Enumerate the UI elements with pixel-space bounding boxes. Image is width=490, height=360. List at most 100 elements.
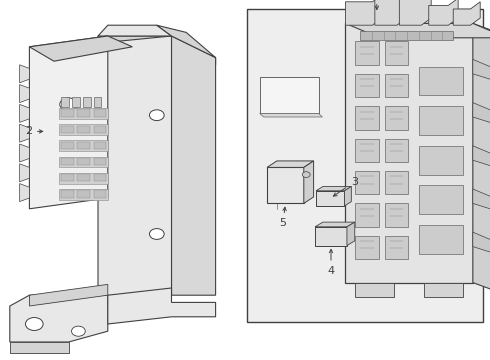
Text: 4: 4 <box>327 249 335 276</box>
Polygon shape <box>419 185 463 214</box>
Polygon shape <box>424 283 463 297</box>
Bar <box>94 109 106 117</box>
Bar <box>94 190 106 198</box>
Bar <box>59 173 108 184</box>
Polygon shape <box>20 65 29 83</box>
Bar <box>59 124 108 135</box>
Circle shape <box>25 318 43 330</box>
Polygon shape <box>315 227 347 246</box>
Polygon shape <box>267 167 304 203</box>
Polygon shape <box>267 161 314 167</box>
Polygon shape <box>347 222 355 246</box>
Polygon shape <box>20 104 29 122</box>
Polygon shape <box>344 186 351 206</box>
Polygon shape <box>20 184 29 202</box>
Bar <box>61 174 74 181</box>
Polygon shape <box>385 171 408 194</box>
Bar <box>59 140 108 151</box>
Polygon shape <box>260 77 318 113</box>
Polygon shape <box>172 36 216 295</box>
Polygon shape <box>98 25 172 36</box>
Bar <box>61 97 69 107</box>
Polygon shape <box>29 36 108 209</box>
Bar <box>94 158 106 165</box>
Polygon shape <box>385 74 408 97</box>
Text: 2: 2 <box>25 126 43 136</box>
Bar <box>77 142 90 149</box>
Bar <box>61 142 74 149</box>
Polygon shape <box>473 232 490 257</box>
Polygon shape <box>419 146 463 175</box>
Polygon shape <box>345 0 382 25</box>
Polygon shape <box>385 41 408 65</box>
Polygon shape <box>316 186 351 191</box>
Circle shape <box>149 110 164 121</box>
Bar <box>59 189 108 200</box>
Polygon shape <box>98 36 216 65</box>
Polygon shape <box>419 225 463 254</box>
Polygon shape <box>355 283 394 297</box>
Polygon shape <box>355 171 379 194</box>
Circle shape <box>302 172 310 177</box>
Polygon shape <box>157 25 216 58</box>
Polygon shape <box>385 106 408 130</box>
Polygon shape <box>10 342 69 353</box>
Polygon shape <box>98 36 172 302</box>
Bar <box>77 109 90 117</box>
Polygon shape <box>385 236 408 259</box>
Polygon shape <box>20 85 29 103</box>
Bar <box>61 126 74 133</box>
Polygon shape <box>473 189 490 214</box>
Circle shape <box>72 326 85 336</box>
Bar <box>360 31 453 40</box>
Polygon shape <box>473 59 490 85</box>
Polygon shape <box>473 103 490 128</box>
Polygon shape <box>355 236 379 259</box>
Polygon shape <box>315 222 355 227</box>
Polygon shape <box>29 284 108 306</box>
Bar <box>59 157 108 167</box>
Text: 5: 5 <box>279 207 287 228</box>
Bar <box>94 174 106 181</box>
Bar <box>77 174 90 181</box>
Polygon shape <box>20 164 29 182</box>
Polygon shape <box>10 295 108 342</box>
Polygon shape <box>355 139 379 162</box>
Bar <box>59 108 108 119</box>
Text: 3: 3 <box>333 177 358 196</box>
Circle shape <box>60 98 77 111</box>
Text: 1: 1 <box>373 0 380 9</box>
Polygon shape <box>304 161 314 203</box>
Bar <box>77 190 90 198</box>
Polygon shape <box>345 23 473 283</box>
Polygon shape <box>260 113 322 117</box>
Polygon shape <box>419 67 463 95</box>
Polygon shape <box>29 36 132 61</box>
Polygon shape <box>419 106 463 135</box>
Polygon shape <box>355 74 379 97</box>
Polygon shape <box>453 2 480 25</box>
Polygon shape <box>355 41 379 65</box>
Polygon shape <box>355 203 379 227</box>
Polygon shape <box>429 0 458 25</box>
Polygon shape <box>375 0 407 25</box>
Polygon shape <box>345 23 490 38</box>
Polygon shape <box>108 288 216 324</box>
Bar <box>247 9 483 322</box>
Bar <box>94 126 106 133</box>
Polygon shape <box>385 203 408 227</box>
Polygon shape <box>316 191 344 206</box>
Bar <box>61 109 74 117</box>
Bar <box>77 158 90 165</box>
Bar <box>77 126 90 133</box>
Polygon shape <box>399 0 431 25</box>
Polygon shape <box>20 124 29 142</box>
Polygon shape <box>355 106 379 130</box>
Bar <box>61 190 74 198</box>
Polygon shape <box>385 139 408 162</box>
Circle shape <box>149 229 164 239</box>
Bar <box>94 142 106 149</box>
Bar <box>61 158 74 165</box>
Polygon shape <box>473 146 490 171</box>
Polygon shape <box>473 23 490 297</box>
